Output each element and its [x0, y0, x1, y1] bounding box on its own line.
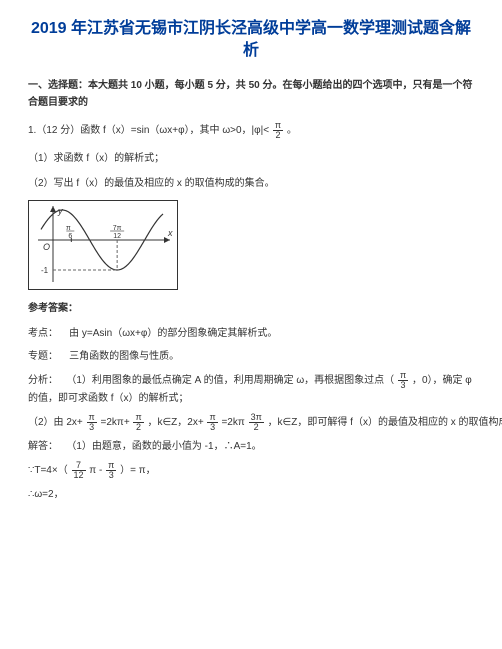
- zhuanti-text: 三角函数的图像与性质。: [69, 351, 179, 362]
- fx2-c: ，k∈Z，2x+: [147, 417, 203, 428]
- fx2-d: =2kπ: [221, 417, 244, 428]
- fx2-b: =2kπ+: [101, 417, 130, 428]
- fraction-pi-over-3: π 3: [398, 371, 408, 390]
- frac-den: 3: [106, 471, 116, 480]
- sine-graph: Oyxπ67π12-1: [28, 200, 474, 290]
- period-line: ∵T=4×（ 7 12 π - π 3 ）= π，: [28, 461, 474, 480]
- fraction-7-over-12: 7 12: [72, 461, 86, 480]
- t-b: π -: [89, 465, 102, 476]
- svg-text:O: O: [43, 242, 50, 252]
- fraction-3pi-over-2: 3π 2: [249, 413, 264, 432]
- fx2-a: （2）由 2x+: [28, 417, 83, 428]
- fenxi-a: （1）利用图象的最低点确定 A 的值，利用周期确定 ω，再根据图象过点（: [66, 375, 394, 386]
- frac-den: 12: [72, 471, 86, 480]
- fraction-pi-over-3-c: π 3: [207, 413, 217, 432]
- t-c: ）= π，: [120, 465, 156, 476]
- frac-den: 3: [398, 381, 408, 390]
- jieda-text: （1）由题意，函数的最小值为 -1，∴A=1。: [66, 441, 261, 452]
- zhuanti-line: 专题： 三角函数的图像与性质。: [28, 348, 474, 365]
- q1-sub2: （2）写出 f（x）的最值及相应的 x 的取值构成的集合。: [28, 175, 474, 192]
- jieda-line: 解答： （1）由题意，函数的最小值为 -1，∴A=1。: [28, 438, 474, 455]
- kaodian-line: 考点： 由 y=Asin（ωx+φ）的部分图象确定其解析式。: [28, 325, 474, 342]
- fenxi-line-2: （2）由 2x+ π 3 =2kπ+ π 2 ，k∈Z，2x+ π 3 =2kπ…: [28, 413, 474, 432]
- sine-svg: Oyxπ67π12-1: [28, 200, 178, 290]
- kaodian-text: 由 y=Asin（ωx+φ）的部分图象确定其解析式。: [69, 328, 277, 339]
- answer-heading: 参考答案：: [28, 300, 474, 317]
- svg-text:y: y: [57, 206, 63, 216]
- q1-stem-b: 。: [287, 125, 297, 136]
- zhuanti-label: 专题：: [28, 351, 58, 362]
- question-1: 1.（12 分）函数 f（x）=sin（ωx+φ），其中 ω>0，|φ|< π …: [28, 121, 474, 140]
- fraction-pi-over-2: π 2: [273, 121, 283, 140]
- svg-text:x: x: [167, 228, 173, 238]
- q1-stem-a: 1.（12 分）函数 f（x）=sin（ωx+φ），其中 ω>0，|φ|<: [28, 125, 269, 136]
- frac-den: 2: [133, 423, 143, 432]
- svg-text:6: 6: [68, 233, 72, 240]
- fenxi-line-1: 分析： （1）利用图象的最低点确定 A 的值，利用周期确定 ω，再根据图象过点（…: [28, 371, 474, 407]
- omega-line: ∴ω=2，: [28, 486, 474, 503]
- svg-text:-1: -1: [41, 266, 49, 275]
- q1-sub1: （1）求函数 f（x）的解析式；: [28, 150, 474, 167]
- fraction-pi-over-3-b: π 3: [87, 413, 97, 432]
- page-title: 2019 年江苏省无锡市江阴长泾高级中学高一数学理测试题含解析: [28, 18, 474, 63]
- fraction-pi-over-2-b: π 2: [133, 413, 143, 432]
- frac-den: 2: [273, 131, 283, 140]
- fenxi-label: 分析：: [28, 375, 58, 386]
- frac-den: 2: [249, 423, 264, 432]
- frac-den: 3: [207, 423, 217, 432]
- frac-den: 3: [87, 423, 97, 432]
- jieda-label: 解答：: [28, 441, 58, 452]
- t-a: ∵T=4×（: [28, 465, 68, 476]
- fx2-e: ，k∈Z，即可解得 f（x）的最值及相应的 x 的取值构成的集合。: [268, 417, 502, 428]
- fraction-pi-over-3-d: π 3: [106, 461, 116, 480]
- kaodian-label: 考点：: [28, 328, 58, 339]
- section-heading: 一、选择题：本大题共 10 小题，每小题 5 分，共 50 分。在每小题给出的四…: [28, 77, 474, 111]
- svg-text:12: 12: [113, 233, 121, 240]
